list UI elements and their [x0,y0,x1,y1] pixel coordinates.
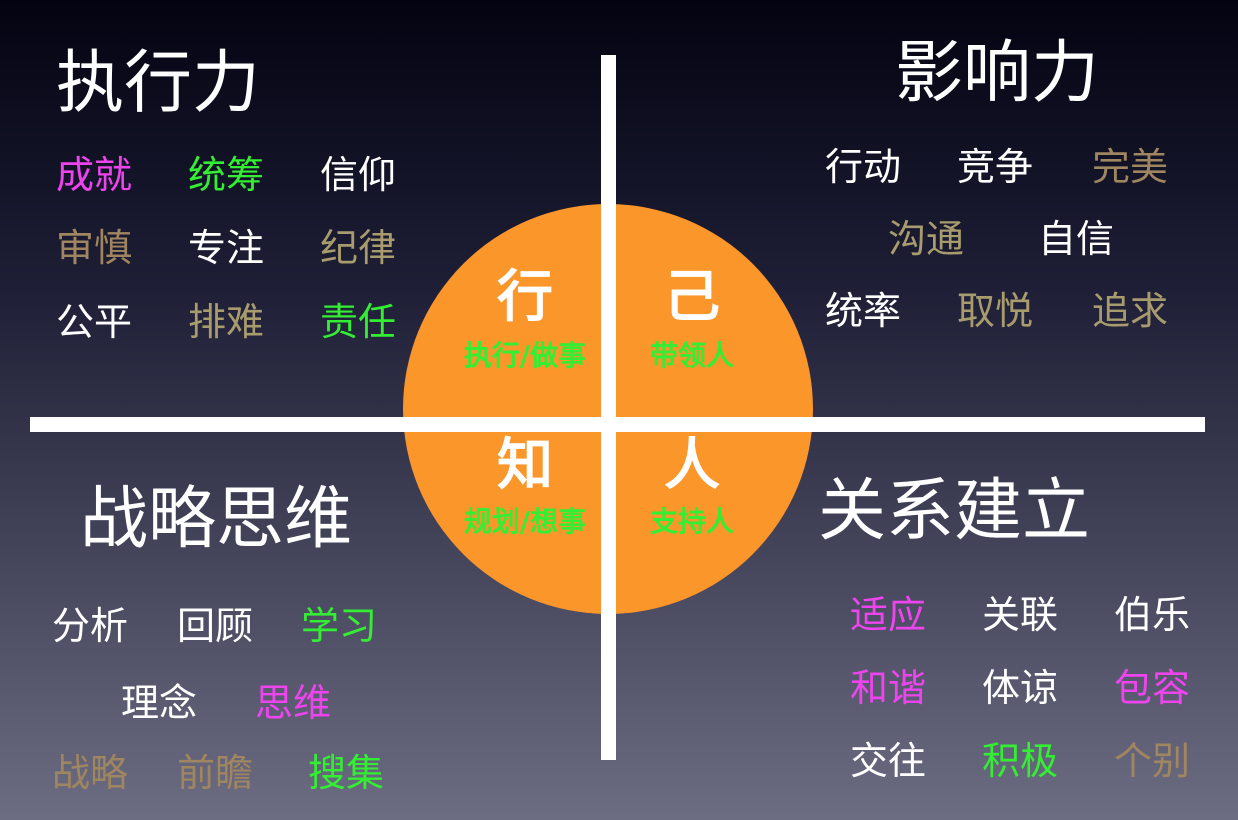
word-adaptability: 适应 [850,593,927,637]
word-responsibility: 责任 [320,300,397,344]
word-empathy: 体谅 [982,666,1059,710]
word-focus: 专注 [188,226,265,270]
title-execution: 执行力 [56,44,261,123]
center-sub-execute: 执行/做事 [463,339,587,372]
word-woo: 取悦 [957,289,1034,333]
word-analytical: 分析 [52,604,129,648]
word-self-assurance: 自信 [1038,217,1115,261]
word-command: 统率 [825,289,902,333]
word-belief: 信仰 [320,153,397,197]
word-relator: 交往 [850,739,927,783]
center-sub-lead: 带领人 [649,339,734,372]
word-arranger: 统筹 [188,153,265,197]
title-influence: 影响力 [895,34,1100,113]
title-strategic-thinking: 战略思维 [80,480,353,559]
word-positivity: 积极 [982,739,1059,783]
word-intellection: 思维 [255,681,332,725]
word-achiever: 成就 [56,153,133,197]
word-significance: 追求 [1092,289,1169,333]
word-consistency: 公平 [56,300,133,344]
word-context: 回顾 [177,604,254,648]
center-sub-plan: 规划/想事 [463,505,587,538]
word-maximizer: 完美 [1092,145,1169,189]
word-harmony: 和谐 [850,666,927,710]
center-char-people: 人 [664,433,720,498]
word-strategic: 战略 [52,751,129,795]
word-includer: 包容 [1114,666,1191,710]
center-sub-support: 支持人 [649,505,734,538]
center-char-act: 行 [497,265,553,330]
word-futuristic: 前瞻 [177,751,254,795]
word-communication: 沟通 [888,217,965,261]
center-char-self: 己 [664,265,720,330]
word-deliberative: 审慎 [56,226,133,270]
word-learner: 学习 [301,604,378,648]
word-restorative: 排难 [188,300,265,344]
word-activator: 行动 [825,145,902,189]
word-ideation: 理念 [121,681,198,725]
center-char-know: 知 [497,433,553,498]
word-connectedness: 关联 [982,593,1059,637]
title-relationship-building: 关系建立 [818,472,1091,551]
word-individualization: 个别 [1114,739,1191,783]
word-input: 搜集 [308,751,385,795]
vertical-divider [601,55,616,760]
horizontal-divider [30,417,1205,432]
word-developer: 伯乐 [1114,593,1191,637]
word-discipline: 纪律 [320,226,397,270]
word-competition: 竞争 [957,145,1034,189]
